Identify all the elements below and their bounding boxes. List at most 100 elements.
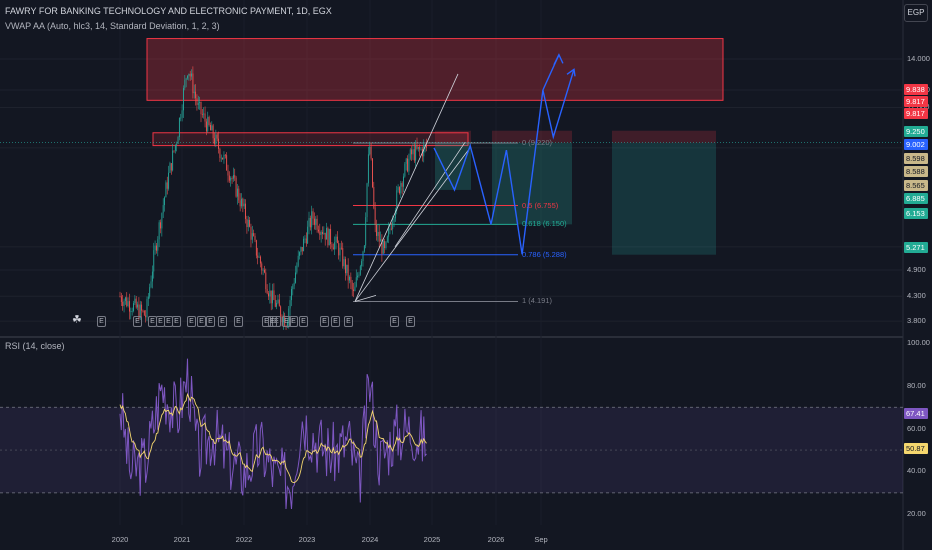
earnings-event-icon[interactable]: E [197, 316, 206, 327]
candle-body [126, 297, 128, 307]
dividend-icon[interactable]: ☘ [72, 314, 82, 326]
candle-body [142, 310, 144, 312]
candle-body [423, 145, 425, 157]
candle-body [292, 285, 294, 290]
candle-body [141, 304, 143, 311]
candle-body [372, 158, 373, 188]
candle-body [178, 117, 180, 138]
candle-body [311, 211, 313, 228]
time-tick-label: 2022 [235, 535, 253, 544]
candle-body [234, 175, 236, 178]
candle-body [139, 304, 141, 319]
earnings-event-icon[interactable]: E [289, 316, 298, 327]
time-tick-label: 2021 [173, 535, 191, 544]
candle-body [400, 183, 402, 194]
candle-body [130, 311, 132, 313]
earnings-event-icon[interactable]: E [390, 316, 399, 327]
candle-body [315, 218, 317, 225]
candle-body [303, 238, 305, 252]
earnings-event-icon[interactable]: E [206, 316, 215, 327]
time-tick-label: Sep [534, 535, 548, 544]
candle-body [385, 241, 387, 249]
candle-body [255, 240, 257, 256]
earnings-event-icon[interactable]: E [262, 316, 271, 327]
candle-body [226, 155, 228, 171]
earnings-event-icon[interactable]: E [172, 316, 181, 327]
price-tick-label: 4.300 [907, 291, 926, 301]
candle-body [349, 276, 350, 281]
candle-body [351, 282, 353, 290]
candle-body [227, 170, 229, 176]
earnings-event-icon[interactable]: E [282, 316, 291, 327]
earnings-event-icon[interactable]: E [234, 316, 243, 327]
candle-body [231, 178, 233, 179]
candle-body [384, 241, 386, 249]
candle-body [401, 183, 403, 187]
candle-body [324, 232, 326, 240]
earnings-event-icon[interactable]: E [299, 316, 308, 327]
candle-body [281, 316, 283, 323]
candle-body [203, 113, 205, 115]
candle-body [222, 157, 224, 160]
candle-body [172, 150, 174, 171]
earnings-event-icon[interactable]: E [187, 316, 196, 327]
candle-body [131, 310, 133, 312]
candle-body [165, 182, 167, 198]
candle-body [134, 298, 136, 304]
candle-body [160, 222, 161, 229]
candle-body [143, 310, 145, 316]
candle-body [365, 217, 367, 246]
candle-body [223, 154, 225, 160]
candle-body [327, 228, 329, 246]
candle-body [347, 264, 349, 281]
candle-body [257, 255, 259, 258]
candle-body [420, 149, 422, 150]
candle-body [399, 187, 400, 194]
earnings-event-icon[interactable]: E [344, 316, 353, 327]
candle-body [169, 163, 171, 173]
candle-body [192, 73, 194, 94]
candle-body [374, 207, 376, 225]
candle-body [162, 205, 164, 214]
earnings-event-icon[interactable]: E [218, 316, 227, 327]
candle-body [363, 245, 365, 252]
rsi-line [119, 358, 427, 510]
candle-body [397, 187, 399, 191]
candle-body [181, 110, 183, 118]
rsi-legend[interactable]: RSI (14, close) [5, 341, 65, 351]
rsi-value-badge: 67.41 [904, 407, 928, 419]
candle-body [135, 298, 137, 308]
candle-body [261, 263, 263, 271]
rsi-tick-label: 60.00 [907, 423, 926, 433]
candle-body [184, 80, 186, 89]
candle-body [373, 187, 375, 208]
candle-body [268, 293, 269, 297]
candle-body [381, 239, 383, 254]
candle-body [161, 213, 163, 229]
candle-body [316, 218, 318, 230]
candle-body [176, 143, 178, 145]
candle-body [378, 231, 380, 242]
earnings-event-icon[interactable]: E [320, 316, 329, 327]
candle-body [259, 256, 261, 264]
indicator-legend[interactable]: VWAP AA (Auto, hlc3, 14, Standard Deviat… [5, 21, 220, 31]
candle-body [235, 177, 237, 197]
candle-body [328, 228, 330, 246]
earnings-event-icon[interactable]: E [133, 316, 142, 327]
candle-body [196, 98, 198, 105]
earnings-event-icon[interactable]: E [331, 316, 340, 327]
earnings-event-icon[interactable]: E [406, 316, 415, 327]
currency-button[interactable]: EGP [904, 4, 928, 22]
candle-body [338, 243, 340, 256]
candle-body [205, 121, 207, 132]
earnings-event-icon[interactable]: E [268, 316, 277, 327]
candle-body [412, 149, 414, 155]
candle-body [376, 224, 377, 236]
earnings-event-icon[interactable]: E [97, 316, 106, 327]
candle-body [210, 125, 211, 131]
fib-level-label: 0.5 (6.755) [522, 200, 559, 210]
candle-body [211, 125, 213, 131]
candle-body [189, 73, 191, 77]
candle-body [174, 144, 176, 151]
